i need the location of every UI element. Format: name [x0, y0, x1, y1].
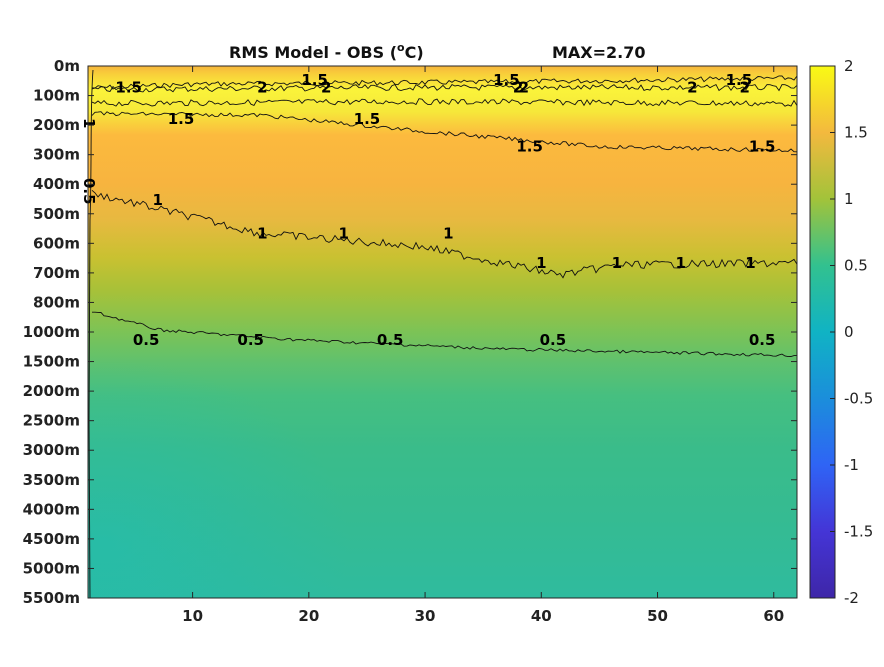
contour-label: 2: [739, 79, 749, 97]
contour-label: 1: [745, 254, 755, 272]
contour-label: 2: [321, 79, 331, 97]
x-tick-label: 10: [182, 607, 203, 625]
contour-line: [92, 311, 797, 358]
contour-label: 2: [513, 79, 523, 97]
contour-label: 1.5: [493, 71, 520, 89]
y-tick-label: 4000m: [23, 500, 80, 518]
y-axis: 0m 100m 200m 300m 400m 500m 600m 700m 800m 1000m 1…: [23, 57, 797, 607]
y-tick-label: 100m: [33, 87, 80, 105]
contour-label: 1.5: [301, 71, 328, 89]
y-tick-label: 4500m: [23, 530, 80, 548]
colorbar-tick-label: 1: [844, 190, 854, 208]
contour-line: [91, 98, 798, 107]
chart-title: RMS Model - OBS (oC): [229, 41, 424, 62]
contour-label: 2: [519, 79, 529, 97]
y-tick-label: 5000m: [23, 559, 80, 577]
contour-label: 1.5: [749, 138, 776, 156]
x-tick-label: 60: [763, 607, 784, 625]
colorbar-tick-label: 2: [844, 57, 854, 75]
contour-label: 1: [338, 224, 348, 242]
contour-label: 1.5: [516, 138, 543, 156]
y-tick-label: 700m: [33, 264, 80, 282]
contour-label: 1: [443, 224, 453, 242]
x-tick-label: 40: [531, 607, 552, 625]
contour-labels: 1.5 1.5 1.5 1.52 2 22 2 21.5 1.51.5 1.511 1 11 1 1 10.…: [80, 71, 775, 349]
contour-label: 1: [536, 254, 546, 272]
y-tick-label: 0m: [54, 57, 80, 75]
contour-label: 0.5: [377, 331, 404, 349]
contour-label: 1: [257, 224, 267, 242]
y-tick-label: 600m: [33, 234, 80, 252]
colorbar-tick-label: 1.5: [844, 124, 868, 142]
contour-label: 1.5: [115, 79, 142, 97]
contour-label: 1: [676, 254, 686, 272]
colorbar-tick-label: -1: [844, 456, 859, 474]
colorbar-tick-label: 0.5: [844, 257, 868, 275]
contour-label: 1: [612, 254, 622, 272]
contour-label: 0.5: [133, 331, 160, 349]
y-tick-label: 1000m: [23, 323, 80, 341]
contour-label: 0.5: [237, 331, 264, 349]
x-tick-label: 30: [415, 607, 436, 625]
colorbar-tick-label: -2: [844, 589, 859, 607]
y-tick-label: 2000m: [23, 382, 80, 400]
max-label: MAX=2.70: [552, 43, 646, 62]
colorbar-tick-label: -1.5: [844, 523, 873, 541]
y-tick-label: 800m: [33, 293, 80, 311]
contour-label: 1: [153, 191, 163, 209]
contour-label: 2: [687, 79, 697, 97]
x-axis: 10 20 30 40 50 60: [182, 66, 784, 625]
contour-label: 0.5: [749, 331, 776, 349]
contour-label: 1.5: [354, 110, 381, 128]
y-tick-label: 3500m: [23, 471, 80, 489]
y-tick-label: 3000m: [23, 441, 80, 459]
x-tick-label: 20: [298, 607, 319, 625]
y-tick-label: 2500m: [23, 412, 80, 430]
contour-label: 1: [80, 118, 98, 128]
y-tick-label: 5500m: [23, 589, 80, 607]
y-tick-label: 300m: [33, 146, 80, 164]
colorbar-tick-label: 0: [844, 323, 854, 341]
contour-label: 0.5: [540, 331, 567, 349]
contour-line: [91, 75, 798, 90]
colorbar-tick-label: -0.5: [844, 390, 873, 408]
contour-label: 1.5: [726, 71, 753, 89]
x-tick-label: 50: [647, 607, 668, 625]
contour-line: [91, 83, 798, 93]
contour-line: [88, 69, 94, 599]
contour-line: [91, 189, 798, 279]
y-tick-label: 1500m: [23, 353, 80, 371]
y-tick-label: 200m: [33, 116, 80, 134]
contour-label: 0.5: [80, 178, 98, 205]
contour-label: 1.5: [168, 110, 195, 128]
colorbar-ticks: 2 1.5 1 0.5 0 -0.5 -1 -1.5 -2: [830, 57, 873, 607]
contour-line: [91, 111, 798, 153]
contour-label: 2: [257, 79, 267, 97]
y-tick-label: 500m: [33, 205, 80, 223]
contour-lines: [88, 69, 798, 599]
heatmap-shading: [88, 66, 797, 598]
y-tick-label: 400m: [33, 175, 80, 193]
